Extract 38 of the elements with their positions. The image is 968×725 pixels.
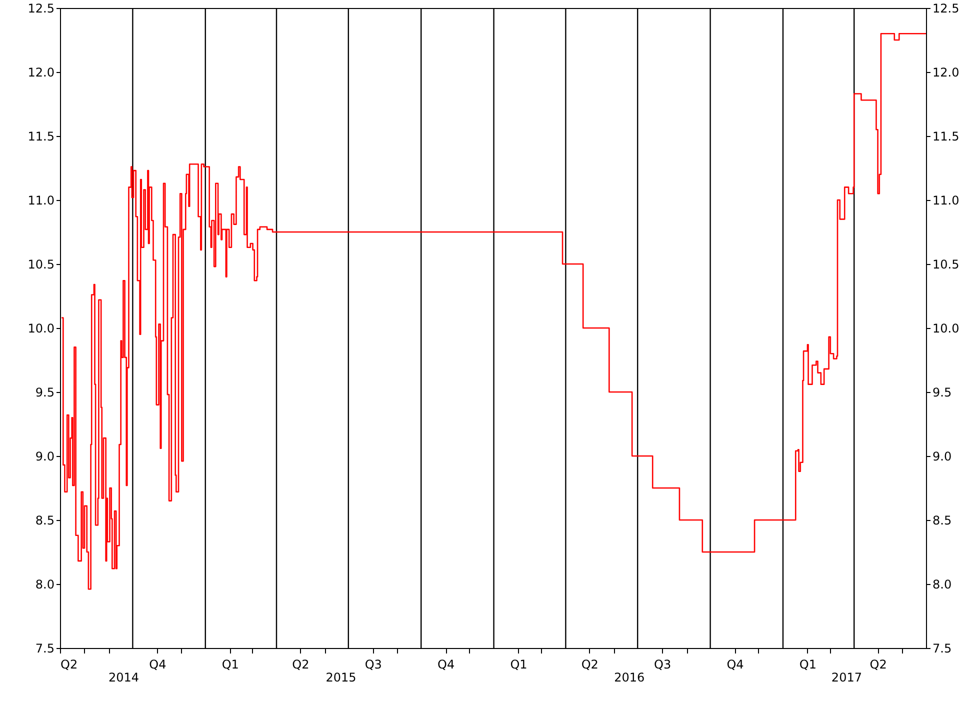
x2-tick-label: 2017 xyxy=(831,670,862,684)
y2-tick-label: 7.5 xyxy=(932,642,952,656)
y-tick-label: 10.0 xyxy=(28,322,54,336)
x2-tick-label: 2015 xyxy=(326,670,356,684)
x-tick-label: Q4 xyxy=(149,658,166,672)
x-tick-label: Q3 xyxy=(364,658,382,672)
x-tick-label: Q1 xyxy=(799,658,817,672)
y-tick-label: 9.0 xyxy=(35,450,54,464)
y2-tick-label: 9.0 xyxy=(932,450,952,464)
y2-tick-label: 8.5 xyxy=(932,514,952,528)
x-tick-label: Q2 xyxy=(870,658,887,672)
y-tick-label: 12.0 xyxy=(28,66,54,80)
y-tick-label: 12.5 xyxy=(28,2,54,16)
x-tick-label: Q2 xyxy=(60,658,78,672)
y-tick-label: 10.5 xyxy=(28,258,54,272)
y-tick-label: 9.5 xyxy=(35,386,54,400)
y-tick-label: 11.5 xyxy=(28,130,54,144)
x2-tick-label: 2014 xyxy=(108,670,139,684)
y2-tick-label: 10.0 xyxy=(932,322,960,336)
y2-tick-label: 12.0 xyxy=(932,66,960,80)
x-tick-label: Q4 xyxy=(726,658,744,672)
x-tick-label: Q1 xyxy=(222,658,239,672)
y-tick-label: 8.5 xyxy=(35,514,54,528)
y-tick-label: 7.5 xyxy=(35,642,54,656)
y2-tick-label: 11.5 xyxy=(932,130,960,144)
x-tick-label: Q3 xyxy=(654,658,672,672)
y2-tick-label: 8.0 xyxy=(932,578,952,592)
y-tick-label: 8.0 xyxy=(35,578,54,592)
x-tick-label: Q1 xyxy=(510,658,528,672)
y2-tick-label: 11.0 xyxy=(932,194,960,208)
x-tick-label: Q2 xyxy=(292,658,310,672)
y-tick-label: 11.0 xyxy=(28,194,54,208)
y2-tick-label: 9.5 xyxy=(932,386,952,400)
x2-tick-label: 2016 xyxy=(614,670,645,684)
y2-tick-label: 12.5 xyxy=(932,2,960,16)
x-tick-label: Q2 xyxy=(581,658,598,672)
y2-tick-label: 10.5 xyxy=(932,258,960,272)
x-tick-label: Q4 xyxy=(438,658,455,672)
